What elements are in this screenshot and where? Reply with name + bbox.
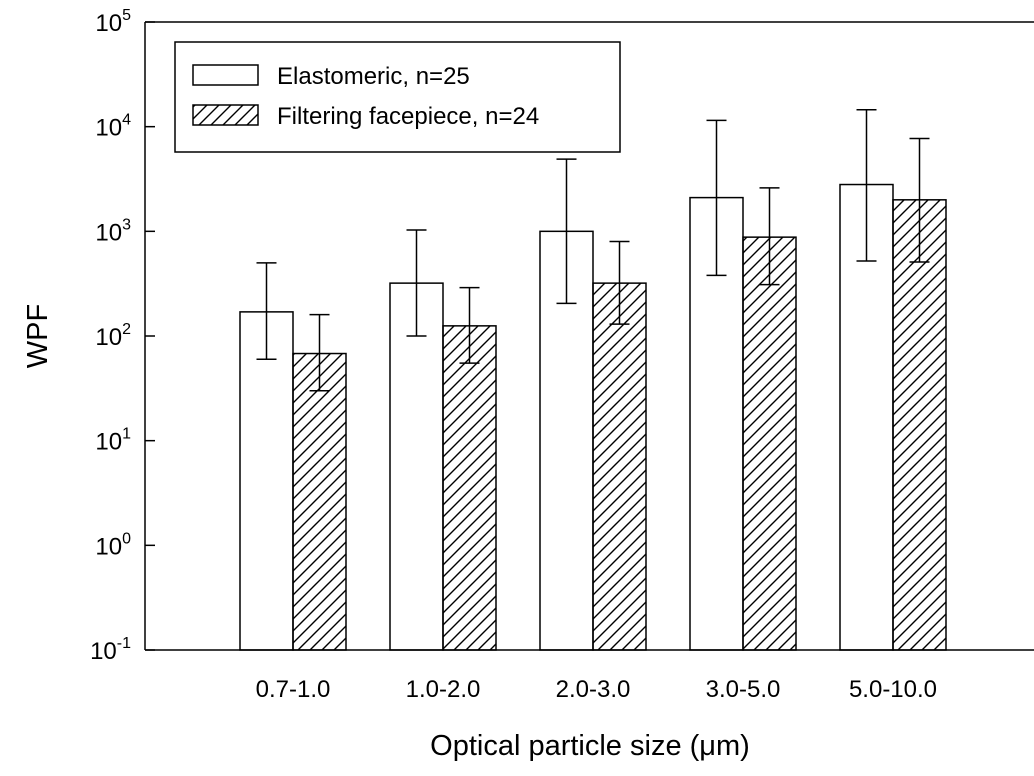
legend-swatch-elastomeric <box>192 64 259 86</box>
ticks-layer: 10-1 100 101 102 103 104 105 0.7-1.0 1.0-2.0 2.0-… <box>90 7 937 703</box>
bar-elastomeric-1 <box>389 282 444 651</box>
x-tick-label: 2.0-3.0 <box>556 676 631 703</box>
bar-filtering-0 <box>292 352 347 651</box>
bar-elastomeric-0 <box>239 311 294 651</box>
x-axis-title-mu: μ <box>699 730 716 762</box>
x-tick-label: 3.0-5.0 <box>706 676 781 703</box>
y-tick-label: 10-1 <box>90 635 131 665</box>
y-axis-title: WPF <box>22 304 54 368</box>
y-tick-label: 105 <box>95 7 131 37</box>
legend: Elastomeric, n=25 Filtering facepiece, n… <box>174 41 621 153</box>
bars-layer <box>239 183 947 651</box>
x-tick-label: 5.0-10.0 <box>849 676 937 703</box>
x-axis-title: Optical particle size (μm) <box>430 730 750 762</box>
y-tick-label: 103 <box>95 216 131 246</box>
legend-label-elastomeric: Elastomeric, n=25 <box>277 63 470 90</box>
x-tick-label: 0.7-1.0 <box>256 676 331 703</box>
bar-filtering-2 <box>592 282 647 651</box>
legend-swatch-filtering <box>192 104 259 126</box>
bar-filtering-4 <box>892 199 947 651</box>
legend-box <box>174 41 621 153</box>
errorbars-layer <box>256 109 930 392</box>
y-tick-label: 100 <box>95 530 131 560</box>
bar-filtering-1 <box>442 325 497 651</box>
y-tick-label: 101 <box>95 426 131 456</box>
y-tick-label: 102 <box>95 321 131 351</box>
x-tick-label: 1.0-2.0 <box>406 676 481 703</box>
x-axis-title-main: Optical particle size ( <box>430 730 699 762</box>
y-tick-label: 104 <box>95 112 131 142</box>
x-axis-title-unit: m) <box>716 730 750 762</box>
bar-filtering-3 <box>742 236 797 651</box>
legend-label-filtering: Filtering facepiece, n=24 <box>277 103 539 130</box>
